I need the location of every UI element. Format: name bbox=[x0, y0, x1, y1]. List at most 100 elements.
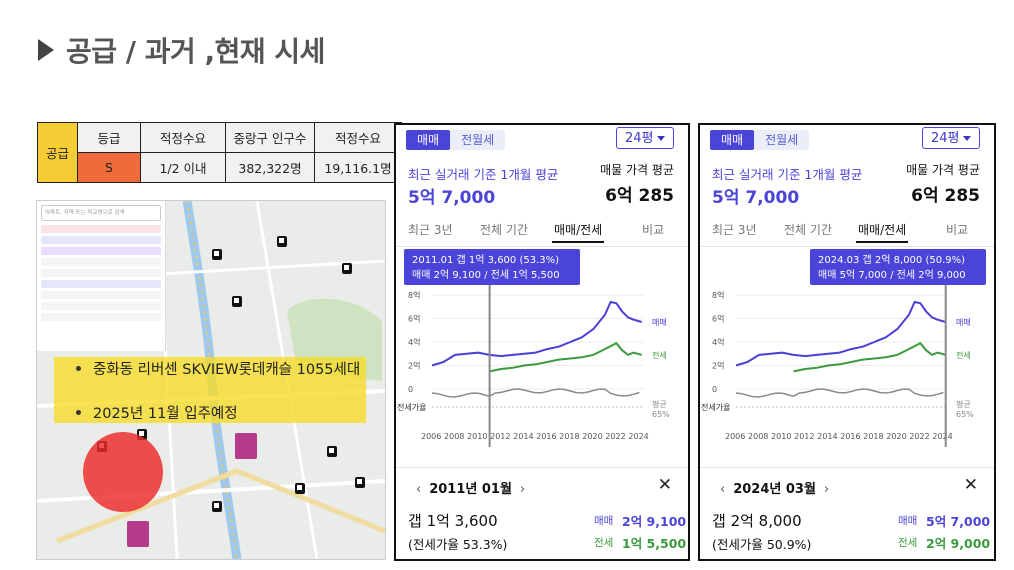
map-marker-icon[interactable] bbox=[232, 296, 242, 307]
recent-price: 5억 7,000 bbox=[408, 188, 496, 208]
sale-label: 매매 bbox=[898, 515, 918, 527]
jeonse-value: 2억 9,000 bbox=[926, 536, 991, 551]
header-population: 중랑구 인구수 bbox=[225, 122, 315, 153]
tab-recent-3y[interactable]: 최근 3년 bbox=[712, 223, 757, 237]
tab-sale[interactable]: 매매 bbox=[710, 130, 755, 150]
tooltip-line-2: 매매 5억 7,000 / 전세 2억 9,000 bbox=[818, 269, 966, 281]
supply-table: 공급 등급 적정수요 중랑구 인구수 적정수요 S 1/2 이내 382,322… bbox=[37, 122, 402, 183]
header-grade: 등급 bbox=[77, 122, 141, 153]
close-icon[interactable]: ✕ bbox=[657, 475, 672, 495]
x-tick-label: 2022 bbox=[909, 432, 929, 441]
x-tick-label: 2008 bbox=[748, 432, 768, 441]
tooltip-line-2: 매매 2억 9,100 / 전세 1억 5,500 bbox=[412, 269, 560, 281]
jeonse-value: 1억 5,500 bbox=[622, 536, 687, 551]
map-marker-icon[interactable] bbox=[137, 429, 147, 440]
y-tick-label: 6억 bbox=[408, 314, 420, 324]
jeonse-ratio: (전세가율 50.9%) bbox=[712, 537, 812, 552]
price-subtitle: 최근 실거래 기준 1개월 평균 bbox=[712, 167, 863, 182]
map-marker-icon[interactable] bbox=[212, 501, 222, 512]
detail-panel: ‹ 2024년 03월 › ✕ 갭 2억 8,000 (전세가율 50.9%) 매매… bbox=[700, 467, 994, 559]
map-marker-icon[interactable] bbox=[327, 446, 337, 457]
series-line-jeonse bbox=[489, 342, 642, 373]
recent-price: 5억 7,000 bbox=[712, 188, 800, 208]
header-demand: 적정수요 bbox=[140, 122, 226, 153]
ratio-line bbox=[431, 388, 640, 398]
y-tick-label: 8억 bbox=[712, 290, 724, 300]
tab-all-period[interactable]: 전체 기간 bbox=[480, 223, 528, 237]
chart-tabs: 최근 3년 전체 기간 매매/전세 비교 bbox=[700, 219, 994, 247]
x-tick-label: 2020 bbox=[582, 432, 602, 441]
tab-all-period[interactable]: 전체 기간 bbox=[784, 223, 832, 237]
bullet-icon bbox=[76, 365, 81, 371]
avg-value: 65% bbox=[652, 410, 670, 419]
x-tick-label: 2018 bbox=[863, 432, 883, 441]
tab-sale-jeonse[interactable]: 매매/전세 bbox=[552, 219, 605, 243]
y-tick-label: 0 bbox=[712, 385, 717, 394]
x-tick-label: 2018 bbox=[559, 432, 579, 441]
gap-value: 갭 2억 8,000 bbox=[712, 512, 802, 530]
caret-down-icon bbox=[657, 136, 665, 141]
chevron-right-icon[interactable]: › bbox=[519, 482, 526, 497]
map-marker-icon[interactable] bbox=[277, 236, 287, 247]
chevron-right-icon[interactable]: › bbox=[823, 482, 830, 497]
sale-value: 2억 9,100 bbox=[622, 514, 687, 529]
listing-avg-label: 매물 가격 평균 bbox=[600, 163, 674, 177]
bullet-icon bbox=[76, 409, 81, 415]
map-marker-icon[interactable] bbox=[342, 263, 352, 274]
trade-type-tabs: 매매 전월세 bbox=[710, 130, 810, 150]
lower-axis-label: 전세가율 bbox=[397, 402, 426, 412]
month-navigator: ‹ 2024년 03월 › bbox=[720, 482, 830, 497]
x-tick-label: 2016 bbox=[840, 432, 860, 441]
tab-compare[interactable]: 비교 bbox=[642, 223, 665, 237]
sale-label: 매매 bbox=[594, 515, 614, 527]
y-tick-label: 6억 bbox=[712, 314, 724, 324]
y-tick-label: 4억 bbox=[712, 337, 724, 347]
header-demand-2: 적정수요 bbox=[314, 122, 402, 153]
size-select[interactable]: 24평 bbox=[922, 127, 980, 149]
map-search-input[interactable]: 아파트, 지역 또는 학교명으로 검색 bbox=[41, 205, 161, 221]
gap-value: 갭 1억 3,600 bbox=[408, 512, 498, 530]
size-select[interactable]: 24평 bbox=[616, 127, 674, 149]
x-tick-label: 2012 bbox=[490, 432, 510, 441]
supply-row-label: 공급 bbox=[37, 122, 78, 183]
chevron-left-icon[interactable]: ‹ bbox=[720, 482, 726, 497]
listing-avg-value: 6억 285 bbox=[911, 186, 980, 206]
tab-recent-3y[interactable]: 최근 3년 bbox=[408, 223, 453, 237]
x-tick-label: 2020 bbox=[886, 432, 906, 441]
tab-rent[interactable]: 전월세 bbox=[461, 133, 495, 147]
x-tick-label: 2006 bbox=[421, 432, 441, 441]
tab-sale-jeonse[interactable]: 매매/전세 bbox=[856, 219, 909, 243]
map-price-marker[interactable] bbox=[127, 521, 149, 547]
map-marker-icon[interactable] bbox=[295, 483, 305, 494]
close-icon[interactable]: ✕ bbox=[963, 475, 978, 495]
trade-type-tabs: 매매 전월세 bbox=[406, 130, 506, 150]
series-label: 전세 bbox=[652, 350, 667, 360]
tab-rent[interactable]: 전월세 bbox=[765, 133, 799, 147]
caret-down-icon bbox=[963, 136, 971, 141]
tooltip-box bbox=[404, 249, 580, 285]
x-tick-label: 2012 bbox=[794, 432, 814, 441]
x-tick-label: 2010 bbox=[467, 432, 487, 441]
x-tick-label: 2016 bbox=[536, 432, 556, 441]
map-marker-icon[interactable] bbox=[212, 249, 222, 260]
tab-sale[interactable]: 매매 bbox=[406, 130, 451, 150]
tooltip-line-1: 2011.01 갭 1억 3,600 (53.3%) bbox=[412, 254, 559, 266]
sale-value: 5억 7,000 bbox=[926, 514, 991, 529]
y-tick-label: 8억 bbox=[408, 290, 420, 300]
x-tick-label: 2008 bbox=[444, 432, 464, 441]
map-marker-icon[interactable] bbox=[355, 477, 365, 488]
listing-avg-value: 6억 285 bbox=[605, 186, 674, 206]
avg-label: 평균 bbox=[652, 399, 667, 409]
tooltip-line-1: 2024.03 갭 2억 8,000 (50.9%) bbox=[818, 254, 965, 266]
map-notes-box bbox=[54, 357, 366, 423]
series-label: 매매 bbox=[956, 318, 971, 327]
tab-compare[interactable]: 비교 bbox=[946, 223, 969, 237]
demand-count-value: 19,116.1명 bbox=[314, 152, 402, 183]
y-tick-label: 2억 bbox=[712, 361, 724, 371]
population-value: 382,322명 bbox=[225, 152, 315, 183]
chevron-left-icon[interactable]: ‹ bbox=[416, 482, 422, 497]
map-price-marker[interactable] bbox=[235, 433, 257, 459]
series-line-jeonse bbox=[793, 342, 946, 373]
